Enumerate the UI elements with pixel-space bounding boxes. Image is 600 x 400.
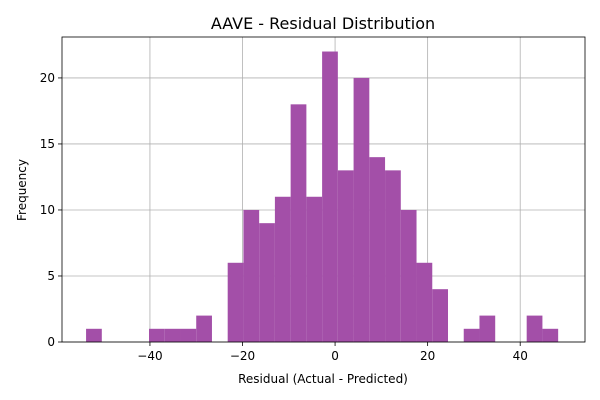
- histogram-bar: [526, 315, 543, 342]
- histogram-bar: [369, 157, 386, 342]
- histogram-bar: [274, 196, 291, 342]
- chart-title: AAVE - Residual Distribution: [211, 14, 435, 33]
- y-tick-label: 20: [40, 71, 55, 85]
- y-tick-label: 15: [40, 137, 55, 151]
- y-tick-label: 5: [47, 269, 55, 283]
- histogram-bar: [432, 289, 449, 342]
- histogram-bar: [196, 315, 212, 342]
- y-tick-label: 10: [40, 203, 55, 217]
- histogram-bar: [353, 77, 370, 343]
- histogram-bar: [337, 170, 354, 342]
- histogram-bar: [542, 328, 559, 342]
- axes: −40 −20 0 20 40 0 5 10 15 20: [40, 36, 586, 363]
- x-tick-label: 20: [420, 349, 435, 363]
- histogram-bar: [385, 170, 401, 342]
- histogram-bar: [306, 196, 323, 342]
- x-tick-label: 40: [513, 349, 528, 363]
- histogram-bar: [322, 51, 338, 343]
- histogram-bar: [400, 209, 417, 342]
- histogram-bar: [86, 328, 102, 342]
- histogram-bar: [290, 104, 307, 342]
- x-tick-label: −20: [230, 349, 255, 363]
- histogram-bar: [227, 262, 244, 342]
- histogram-bar: [180, 328, 197, 342]
- histogram-bar: [164, 328, 181, 342]
- histogram-bar: [243, 209, 260, 342]
- x-tick-label: −40: [137, 349, 162, 363]
- x-axis-label: Residual (Actual - Predicted): [238, 372, 408, 386]
- histogram-bars: [86, 51, 559, 343]
- histogram-bar: [479, 315, 496, 342]
- y-tick-label: 0: [47, 335, 55, 349]
- x-tick-label: 0: [331, 349, 339, 363]
- histogram-bar: [416, 262, 433, 342]
- histogram-bar: [149, 328, 165, 342]
- histogram-bar: [259, 223, 275, 342]
- histogram-bar: [463, 328, 480, 342]
- plot-frame: [61, 36, 586, 343]
- y-axis-label: Frequency: [15, 159, 29, 221]
